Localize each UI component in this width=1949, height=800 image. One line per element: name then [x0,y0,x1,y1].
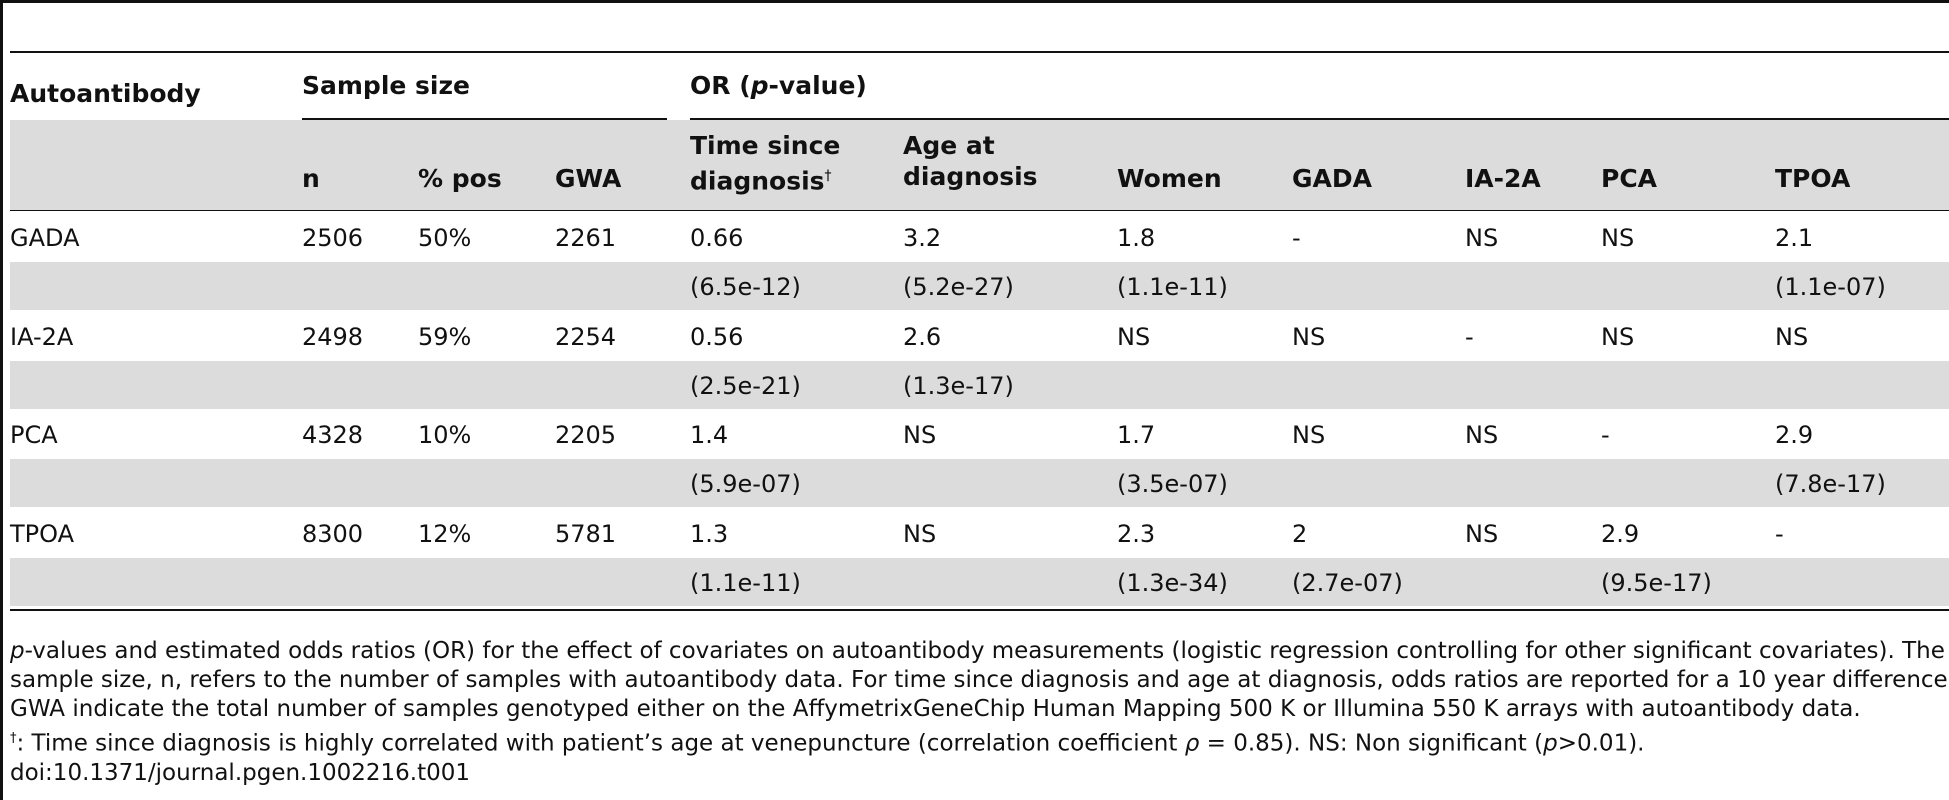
cell-age-or: NS [903,421,937,449]
caption-line-2: sample size, n, refers to the number of … [10,667,1949,693]
cell-gada-p: (2.7e-07) [1292,569,1403,597]
header-bottom-rule [10,210,1949,211]
header-pca: PCA [1601,164,1658,193]
header-n: n [302,164,320,193]
cell-gada-or: - [1292,224,1301,252]
header-pct-pos: % pos [418,164,502,193]
cell-time-p: (2.5e-21) [690,372,801,400]
sample-size-rule [302,118,667,120]
frame-top-border [0,0,1949,3]
cell-pca-or: NS [1601,224,1635,252]
cell-pct-pos: 59% [418,323,472,351]
cell-women-p: (1.1e-11) [1117,273,1228,301]
caption-line-3: GWA indicate the total number of samples… [10,696,1861,722]
or-rule [690,118,1949,120]
cell-age-p: (5.2e-27) [903,273,1014,301]
cell-tpoa-p: (1.1e-07) [1775,273,1886,301]
row-band-gada [10,262,1949,310]
cell-gwa: 2205 [555,421,617,449]
row-band-ia2a [10,361,1949,409]
cell-age-or: NS [903,520,937,548]
caption-line-4: †: Time since diagnosis is highly correl… [10,730,1645,757]
cell-women-or: NS [1117,323,1151,351]
cell-tpoa-p: (7.8e-17) [1775,470,1886,498]
table-caption: p-values and estimated odds ratios (OR) … [10,637,1949,788]
cell-tpoa-or: 2.1 [1775,224,1814,252]
cell-pca-or: 2.9 [1601,520,1640,548]
cell-time-or: 0.66 [690,224,744,252]
cell-pca-or: - [1601,421,1610,449]
header-autoantibody: Autoantibody [10,79,201,108]
cell-n: 4328 [302,421,364,449]
header-or-p-value: OR (p-value) [690,71,867,100]
cell-pca-or: NS [1601,323,1635,351]
cell-pca-p: (9.5e-17) [1601,569,1712,597]
cell-n: 8300 [302,520,364,548]
row-name-tpoa: TPOA [10,520,75,548]
cell-n: 2498 [302,323,364,351]
cell-tpoa-or: - [1775,520,1784,548]
cell-pct-pos: 12% [418,520,472,548]
cell-women-p: (1.3e-34) [1117,569,1228,597]
row-band-tpoa [10,558,1949,606]
cell-gada-or: NS [1292,323,1326,351]
header-ia2a: IA-2A [1465,164,1541,193]
cell-pct-pos: 50% [418,224,472,252]
header-time-since: Time since diagnosis† [690,131,841,196]
header-age-at: Age at diagnosis [903,131,1038,191]
cell-ia2a-or: NS [1465,520,1499,548]
cell-age-p: (1.3e-17) [903,372,1014,400]
header-sample-size: Sample size [302,71,471,100]
row-band-pca [10,459,1949,507]
cell-tpoa-or: 2.9 [1775,421,1814,449]
cell-women-or: 2.3 [1117,520,1156,548]
cell-ia2a-or: NS [1465,421,1499,449]
cell-ia2a-or: - [1465,323,1474,351]
cell-gwa: 5781 [555,520,617,548]
cell-time-p: (6.5e-12) [690,273,801,301]
frame-left-border [0,0,3,800]
cell-pct-pos: 10% [418,421,472,449]
cell-age-or: 2.6 [903,323,942,351]
cell-gwa: 2254 [555,323,617,351]
cell-time-or: 1.4 [690,421,729,449]
table-bottom-rule [10,609,1949,611]
header-gwa: GWA [555,164,622,193]
cell-time-p: (5.9e-07) [690,470,801,498]
cell-time-or: 0.56 [690,323,744,351]
row-name-gada: GADA [10,224,80,252]
row-name-ia2a: IA-2A [10,323,74,351]
caption-line-1: p-values and estimated odds ratios (OR) … [10,638,1945,664]
cell-tpoa-or: NS [1775,323,1809,351]
table-top-rule [10,51,1949,53]
cell-women-or: 1.7 [1117,421,1156,449]
cell-ia2a-or: NS [1465,224,1499,252]
header-tpoa: TPOA [1775,164,1851,193]
header-band [10,120,1949,210]
caption-doi: doi:10.1371/journal.pgen.1002216.t001 [10,759,471,786]
cell-women-or: 1.8 [1117,224,1156,252]
cell-gada-or: 2 [1292,520,1308,548]
cell-time-or: 1.3 [690,520,729,548]
cell-time-p: (1.1e-11) [690,569,801,597]
cell-gada-or: NS [1292,421,1326,449]
cell-gwa: 2261 [555,224,617,252]
cell-women-p: (3.5e-07) [1117,470,1228,498]
cell-age-or: 3.2 [903,224,942,252]
row-name-pca: PCA [10,421,58,449]
header-gada: GADA [1292,164,1372,193]
cell-n: 2506 [302,224,364,252]
header-women: Women [1117,164,1222,193]
